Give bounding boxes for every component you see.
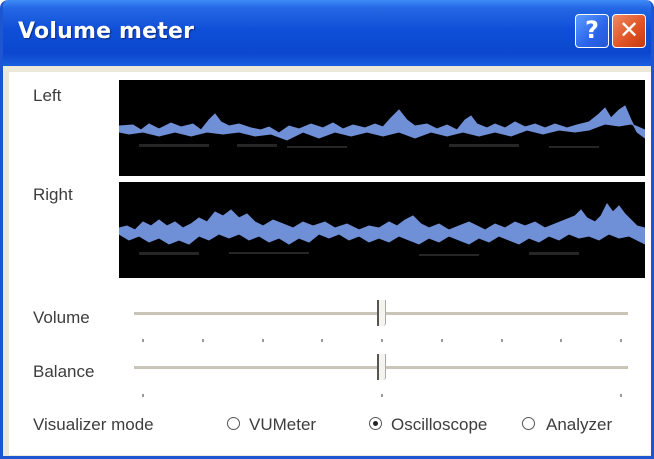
volume-slider-tick xyxy=(261,339,264,342)
balance-slider-tick xyxy=(381,394,383,397)
radio-vumeter-label[interactable]: VUMeter xyxy=(249,415,317,434)
volume-slider-thumb[interactable] xyxy=(377,300,386,326)
right-channel-label: Right xyxy=(33,185,73,204)
volume-slider-tick xyxy=(321,339,324,342)
volume-slider-tick xyxy=(620,339,622,342)
help-button[interactable]: ? xyxy=(575,14,609,48)
balance-slider[interactable] xyxy=(134,354,628,380)
help-icon: ? xyxy=(585,16,599,44)
right-channel-waveform xyxy=(118,182,646,278)
title-bar[interactable]: Volume meter ? ✕ xyxy=(3,0,651,66)
left-waveform-trace xyxy=(118,105,646,141)
left-waveform-noise xyxy=(139,144,599,148)
right-waveform-graph xyxy=(118,203,646,256)
close-icon: ✕ xyxy=(618,16,640,44)
right-waveform-trace xyxy=(118,203,646,245)
right-waveform-noise xyxy=(139,252,579,256)
radio-oscilloscope-circle[interactable] xyxy=(369,417,382,430)
visualizer-mode-label: Visualizer mode xyxy=(33,415,154,434)
volume-slider-tick xyxy=(440,339,443,342)
close-button[interactable]: ✕ xyxy=(612,14,646,48)
left-waveform-graph xyxy=(118,105,646,148)
balance-slider-tick xyxy=(142,394,144,397)
volume-slider-tick xyxy=(201,339,204,342)
volume-slider[interactable] xyxy=(134,300,628,326)
left-channel-label: Left xyxy=(33,86,62,105)
radio-analyzer-circle[interactable] xyxy=(522,417,535,430)
volume-label: Volume xyxy=(33,308,90,327)
window-title: Volume meter xyxy=(18,19,195,44)
volume-slider-tick xyxy=(560,339,563,342)
left-channel-waveform xyxy=(118,80,646,176)
radio-analyzer-label[interactable]: Analyzer xyxy=(546,415,613,434)
volume-slider-tick xyxy=(500,339,503,342)
balance-label: Balance xyxy=(33,362,95,381)
volume-slider-tick xyxy=(142,339,144,342)
volume-slider-tick xyxy=(381,339,383,342)
dialog-body: Left Right Volume xyxy=(9,72,651,455)
balance-slider-tick xyxy=(620,394,622,397)
radio-vumeter-circle[interactable] xyxy=(227,417,240,430)
radio-oscilloscope-label[interactable]: Oscilloscope xyxy=(391,415,488,434)
balance-slider-thumb[interactable] xyxy=(377,354,386,380)
